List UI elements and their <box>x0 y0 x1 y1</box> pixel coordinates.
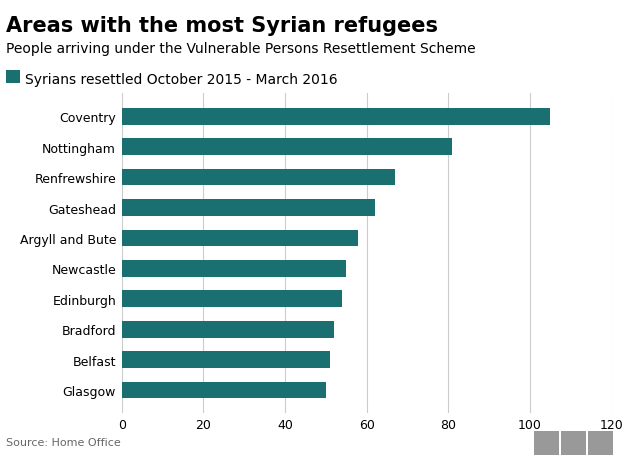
Text: C: C <box>596 437 605 450</box>
Bar <box>122 260 346 277</box>
Text: Source: Home Office: Source: Home Office <box>6 437 121 448</box>
Text: B: B <box>568 437 578 450</box>
Bar <box>122 291 342 308</box>
Text: B: B <box>542 437 552 450</box>
Bar <box>122 139 452 156</box>
Bar <box>122 382 326 398</box>
Bar <box>122 109 550 125</box>
Text: Areas with the most Syrian refugees: Areas with the most Syrian refugees <box>6 16 438 36</box>
Bar <box>122 352 330 368</box>
Text: Syrians resettled October 2015 - March 2016: Syrians resettled October 2015 - March 2… <box>25 73 338 87</box>
Bar <box>122 321 334 338</box>
Bar <box>122 230 358 247</box>
Bar <box>122 200 375 216</box>
Bar <box>122 169 395 186</box>
Text: People arriving under the Vulnerable Persons Resettlement Scheme: People arriving under the Vulnerable Per… <box>6 42 476 56</box>
